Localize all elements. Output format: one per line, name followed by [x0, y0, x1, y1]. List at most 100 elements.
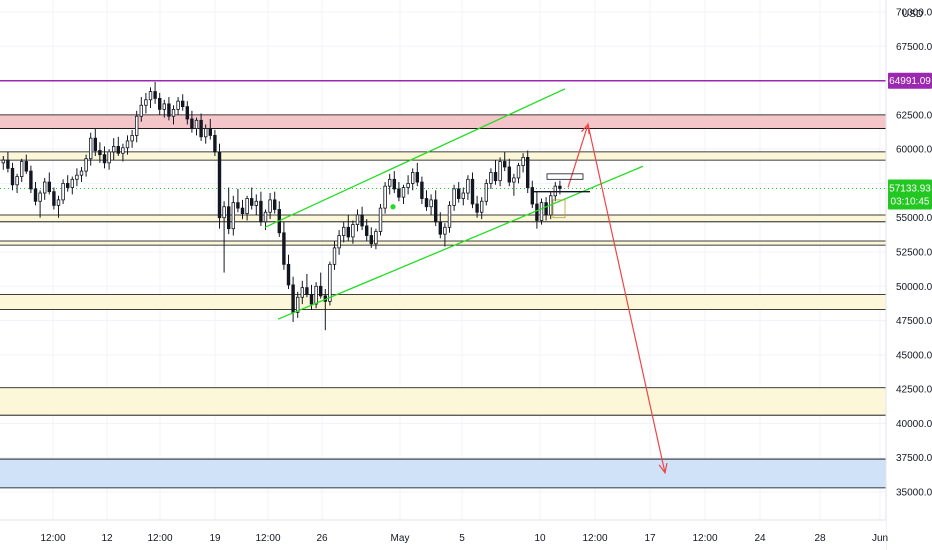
candle-up [84, 158, 88, 172]
candle-up [125, 140, 130, 149]
candle-down [493, 172, 498, 182]
time-axis-background [0, 520, 886, 550]
resistance-price-badge [888, 72, 932, 89]
current-price-badge [888, 179, 932, 210]
y-tick-label: 47500.00 [896, 316, 932, 327]
candle-down [369, 235, 373, 245]
candle-up [171, 108, 176, 117]
y-tick-label: 62500.00 [896, 110, 932, 121]
x-tick-label: 12:00 [692, 533, 717, 544]
candle-up [516, 165, 521, 179]
candle-up [148, 91, 153, 101]
candle-down [360, 214, 364, 227]
zone-rect [0, 387, 886, 416]
zone-rect [0, 114, 886, 129]
candle-down [167, 103, 171, 117]
candlesticks [1, 81, 562, 331]
candle-up [194, 119, 199, 129]
candle-up [222, 206, 226, 219]
zone-rect [0, 241, 886, 246]
y-tick-label: 50000.00 [896, 282, 932, 293]
candle-up [112, 145, 116, 153]
candle-up [245, 198, 249, 214]
y-tick-label: 70000.00 [896, 8, 932, 19]
candle-up [107, 151, 111, 164]
candle-down [392, 178, 396, 190]
candle-up [15, 176, 19, 186]
candle-down [558, 185, 562, 189]
candle-up [38, 192, 42, 202]
y-tick-label: 55000.00 [896, 213, 932, 224]
y-tick-label: 67500.00 [896, 42, 932, 53]
candle-down [52, 191, 56, 206]
candle-down [6, 159, 10, 169]
candle-down [433, 199, 438, 223]
time-axis[interactable]: 12:00 12 12:00 19 12:00 26 May 5 10 12:00 17 12:00 2… [0, 519, 888, 550]
y-tick-label: 42500.00 [896, 385, 932, 396]
candle-down [259, 200, 263, 223]
candle-down [208, 128, 212, 136]
candle-up [521, 156, 525, 167]
candle-up [452, 188, 456, 206]
candle-down [438, 221, 442, 235]
candle-up [254, 200, 258, 206]
y-tick-label: 45000.00 [896, 350, 932, 361]
candle-up [89, 137, 93, 160]
x-tick-label: 19 [209, 533, 221, 544]
x-tick-label: 28 [814, 533, 826, 544]
candle-up [1, 159, 5, 164]
candle-up [332, 247, 337, 265]
candle-down [456, 188, 461, 199]
price-axis[interactable]: 35000.00 37500.00 40000.00 42500.00 45000.00… [885, 0, 932, 550]
candle-up [295, 296, 300, 313]
candle-down [272, 199, 277, 210]
candle-down [424, 198, 429, 208]
candle-up [79, 170, 84, 176]
x-tick-label: 10 [534, 533, 546, 544]
candle-up [300, 287, 304, 298]
candle-up [479, 200, 484, 213]
price-zones [0, 114, 886, 489]
candle-down [180, 100, 185, 108]
candle-up [447, 204, 452, 228]
y-tick-label: 52500.00 [896, 248, 932, 259]
projection-arrow-up [581, 123, 590, 135]
candle-down [526, 156, 530, 188]
candle-up [134, 115, 139, 136]
x-tick-label: 17 [644, 533, 656, 544]
candle-down [475, 203, 479, 213]
x-tick-label: 5 [459, 533, 465, 544]
candle-up [328, 263, 332, 302]
candle-up [19, 161, 24, 177]
candle-up [410, 172, 415, 184]
candle-down [535, 203, 539, 221]
candle-up [263, 211, 268, 223]
candle-down [116, 145, 120, 154]
candle-up [314, 285, 318, 305]
candle-down [199, 119, 203, 138]
candle-up [387, 178, 392, 187]
signal-dot [390, 204, 396, 210]
candle-up [268, 199, 272, 213]
candle-up [429, 199, 433, 208]
candle-down [153, 91, 157, 99]
candle-up [374, 231, 378, 245]
candle-up [466, 178, 470, 194]
candle-up [121, 147, 125, 154]
price-axis-background [886, 0, 932, 550]
candle-down [502, 161, 507, 168]
x-tick-label: 26 [316, 533, 328, 544]
marker-box [546, 173, 584, 180]
candle-down [93, 137, 97, 151]
candle-down [470, 178, 475, 205]
projection-arrow-down [658, 463, 668, 475]
candle-down [24, 161, 28, 172]
x-tick-label: 24 [754, 533, 766, 544]
x-tick-label: Jun [872, 533, 888, 544]
candle-up [61, 183, 65, 201]
candle-down [346, 226, 350, 238]
zone-rect [0, 294, 886, 310]
zone-rect [0, 151, 886, 161]
x-tick-label: 12 [101, 533, 113, 544]
